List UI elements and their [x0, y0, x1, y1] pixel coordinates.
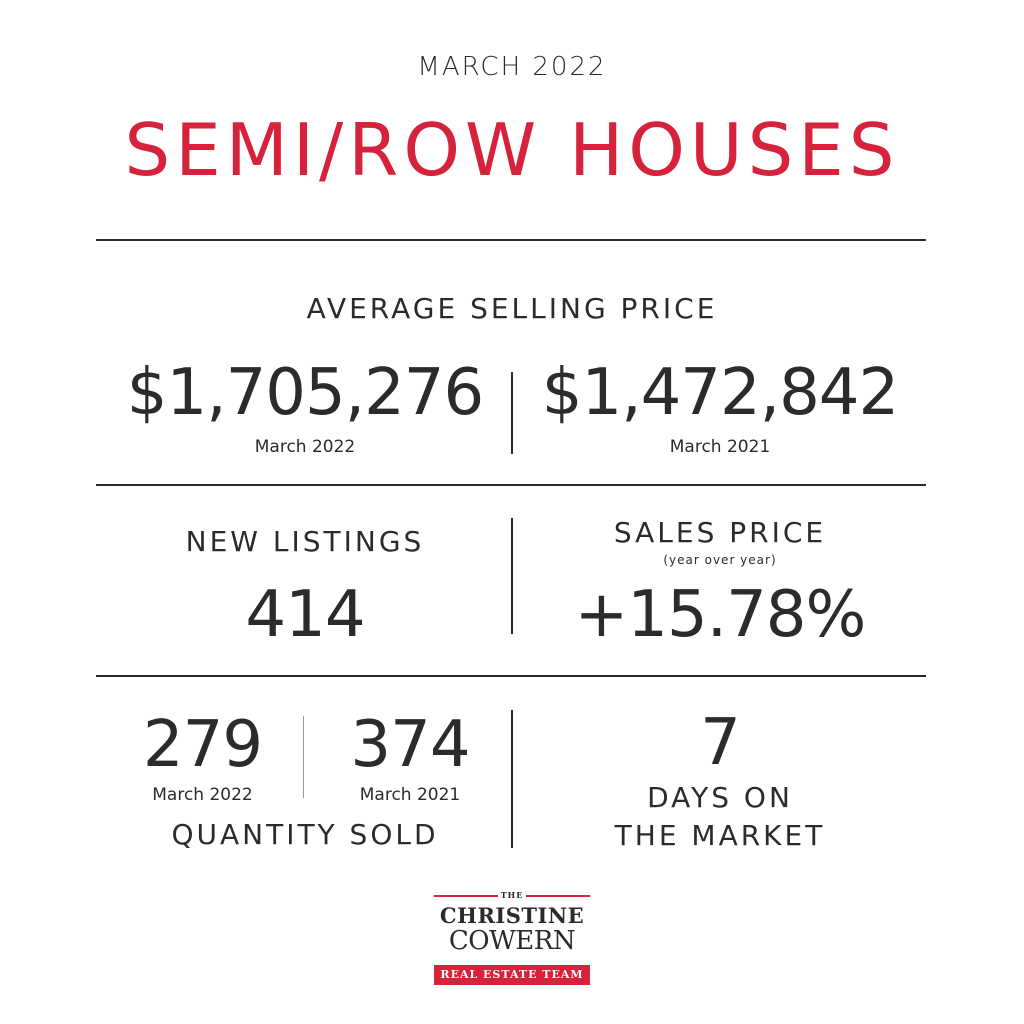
new-listings-label: NEW LISTINGS	[185, 525, 425, 558]
sales-price-label: SALES PRICE	[613, 516, 827, 549]
logo-name-line2: COWERN	[448, 926, 576, 956]
average-price-previous-value: $1,472,842	[541, 356, 899, 430]
quantity-sold-previous-period: March 2021	[359, 785, 461, 805]
divider-quantity-days-vertical	[511, 710, 513, 848]
divider-top	[96, 239, 926, 241]
divider-price-vertical	[511, 372, 513, 454]
days-on-market-label-line1: DAYS ON	[647, 781, 793, 814]
average-selling-price-label: AVERAGE SELLING PRICE	[306, 292, 718, 325]
divider-listings-vertical	[511, 518, 513, 634]
report-month: MARCH 2022	[417, 52, 607, 82]
logo-rule-right	[526, 895, 590, 897]
new-listings-value: 414	[245, 578, 365, 652]
sales-price-change-value: +15.78%	[574, 578, 867, 652]
company-logo: THE CHRISTINE COWERN REAL ESTATE TEAM	[434, 888, 590, 988]
average-price-current-period: March 2022	[254, 437, 356, 457]
days-on-market-label-line2: THE MARKET	[614, 819, 826, 852]
logo-the: THE	[500, 890, 524, 900]
page-title: SEMI/ROW HOUSES	[124, 108, 900, 192]
divider-middle	[96, 484, 926, 486]
divider-bottom	[96, 675, 926, 677]
logo-tagline: REAL ESTATE TEAM	[434, 965, 590, 985]
average-price-current-value: $1,705,276	[126, 356, 484, 430]
days-on-market-value: 7	[700, 706, 741, 780]
quantity-sold-label: QUANTITY SOLD	[171, 818, 439, 851]
logo-rule-left	[434, 895, 498, 897]
average-price-previous-period: March 2021	[669, 437, 771, 457]
quantity-sold-current-period: March 2022	[152, 785, 253, 805]
divider-quantity-vertical	[303, 716, 304, 798]
sales-price-sublabel: (year over year)	[663, 553, 777, 567]
quantity-sold-previous-value: 374	[350, 708, 470, 782]
quantity-sold-current-value: 279	[142, 708, 263, 782]
logo-name-line1: CHRISTINE	[439, 903, 585, 928]
